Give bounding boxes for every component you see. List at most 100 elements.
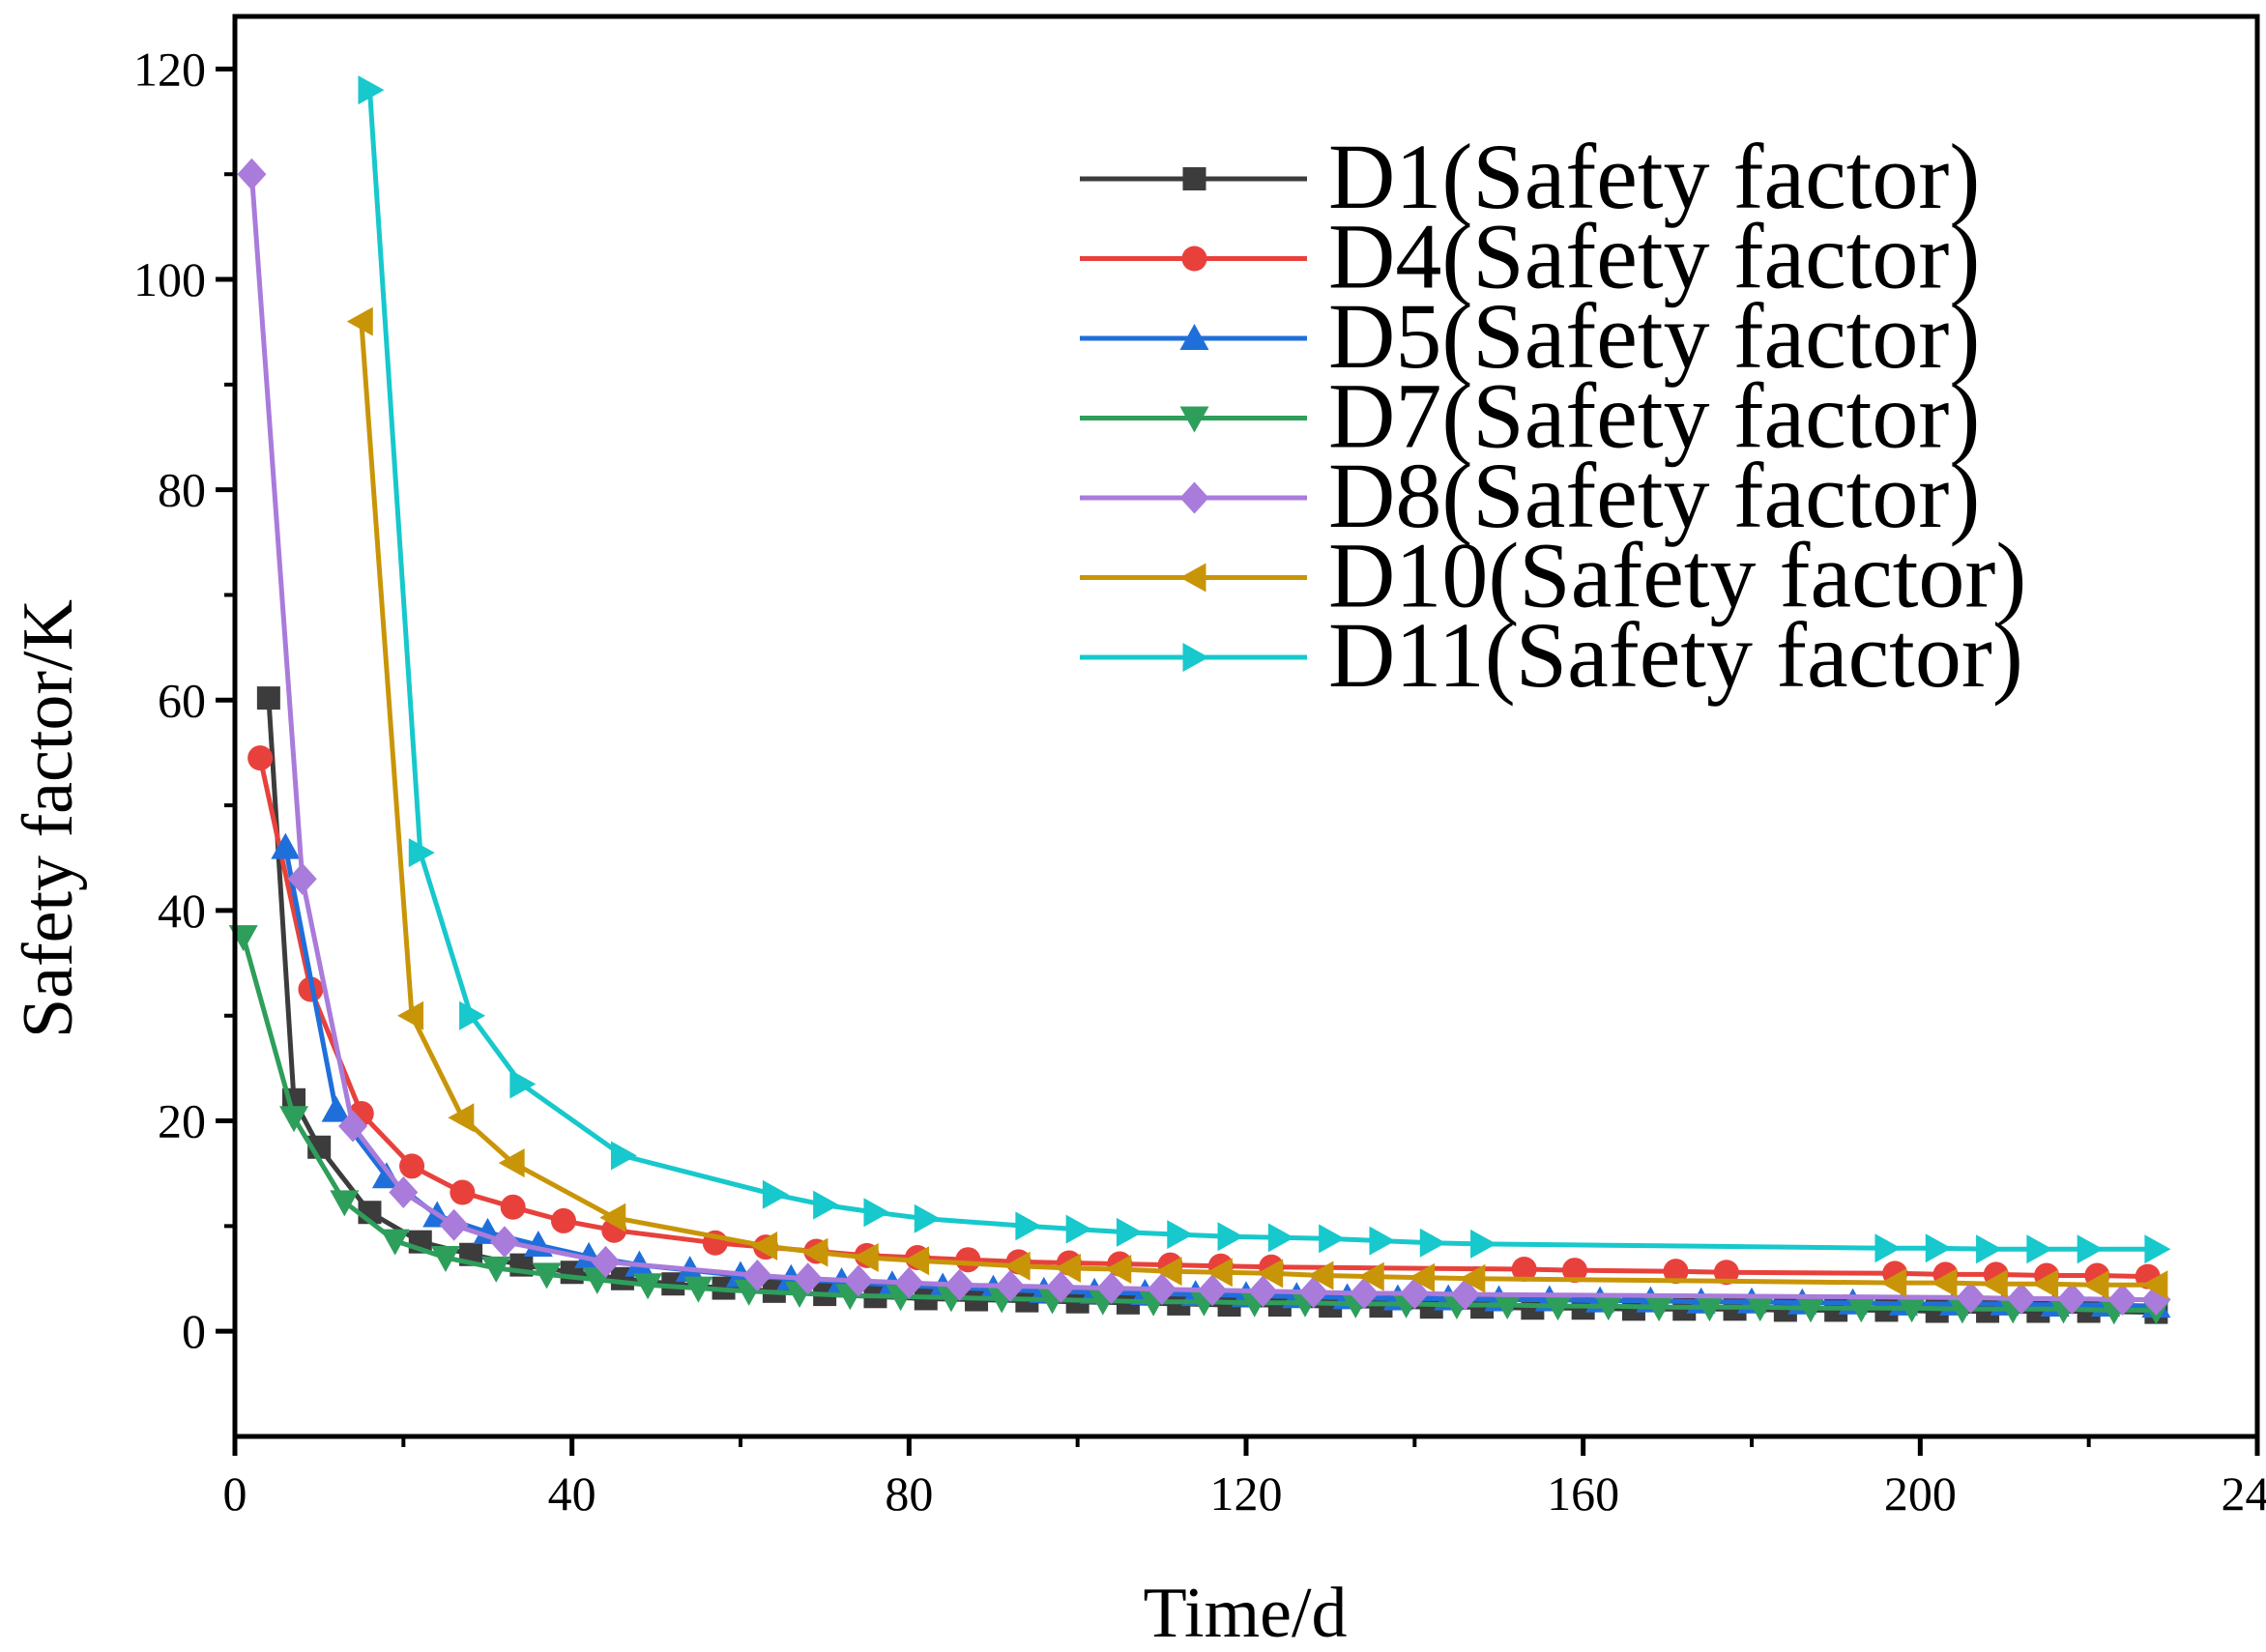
- series-6: [358, 75, 2171, 1264]
- data-point-6-3: [509, 1069, 537, 1099]
- data-point-5-1: [397, 1000, 424, 1030]
- data-point-2-0: [271, 832, 301, 859]
- data-point-6-19: [1874, 1233, 1902, 1263]
- data-point-6-2: [459, 1000, 486, 1030]
- legend-label-3: D7(Safety factor): [1328, 364, 1980, 468]
- data-point-3-32: [1846, 1296, 1876, 1323]
- data-point-6-20: [1925, 1233, 1952, 1263]
- legend-marker-4: [1179, 481, 1209, 514]
- data-point-4-17: [1248, 1275, 1278, 1308]
- legend-marker-5: [1179, 563, 1206, 593]
- y-tick-label-4: 80: [158, 463, 206, 517]
- data-point-3-25: [1493, 1292, 1523, 1319]
- data-point-4-10: [894, 1266, 924, 1299]
- y-tick-label-3: 60: [158, 673, 206, 727]
- data-point-1-22: [1663, 1259, 1689, 1285]
- data-point-3-9: [683, 1276, 713, 1303]
- data-point-4-12: [995, 1269, 1025, 1302]
- legend: D1(Safety factor)D4(Safety factor)D5(Saf…: [1080, 125, 2026, 707]
- y-tick-label-0: 0: [182, 1304, 206, 1358]
- data-point-6-22: [2026, 1234, 2053, 1264]
- data-point-5-18: [1459, 1263, 1486, 1293]
- data-point-4-8: [793, 1262, 823, 1295]
- data-point-3-6: [532, 1262, 562, 1290]
- series-0: [256, 686, 2168, 1324]
- data-point-4-16: [1198, 1274, 1228, 1307]
- y-axis: 0 20 40 60 80 100 120: [133, 42, 235, 1358]
- data-point-6-13: [1217, 1222, 1244, 1252]
- data-point-3-33: [1897, 1296, 1927, 1323]
- data-point-3-2: [330, 1190, 360, 1217]
- y-tick-label-6: 120: [133, 42, 206, 96]
- series-4: [237, 158, 2171, 1317]
- data-point-6-6: [813, 1190, 840, 1220]
- data-point-6-24: [2144, 1234, 2171, 1264]
- data-point-4-11: [944, 1268, 974, 1301]
- data-point-4-19: [1350, 1277, 1380, 1310]
- data-point-1-4: [450, 1179, 476, 1205]
- data-point-5-17: [1409, 1262, 1436, 1292]
- data-point-6-12: [1167, 1220, 1194, 1250]
- data-point-3-3: [380, 1229, 410, 1256]
- data-point-5-13: [1206, 1258, 1233, 1288]
- legend-item-3: D7(Safety factor): [1080, 364, 1980, 468]
- data-point-2-1: [321, 1095, 351, 1122]
- data-point-6-11: [1116, 1217, 1143, 1247]
- data-point-5-24: [2141, 1270, 2168, 1300]
- x-tick-label-0: 0: [223, 1466, 247, 1521]
- x-tick-label-5: 200: [1884, 1466, 1957, 1521]
- data-point-5-5: [751, 1232, 778, 1261]
- y-tick-label-2: 40: [158, 884, 206, 938]
- legend-label-0: D1(Safety factor): [1328, 125, 1980, 228]
- data-point-4-2: [338, 1110, 368, 1143]
- data-point-6-10: [1065, 1214, 1092, 1244]
- legend-item-5: D10(Safety factor): [1080, 524, 2026, 627]
- x-tick-label-6: 240: [2222, 1466, 2266, 1521]
- data-point-4-3: [389, 1176, 419, 1209]
- data-point-1-23: [1713, 1260, 1739, 1286]
- data-point-1-0: [247, 745, 274, 771]
- data-point-5-22: [2032, 1269, 2059, 1299]
- y-tick-label-5: 100: [133, 252, 206, 306]
- legend-marker-1: [1181, 246, 1207, 272]
- legend-item-2: D5(Safety factor): [1080, 284, 1980, 388]
- x-tick-label-3: 120: [1210, 1466, 1283, 1521]
- data-point-5-9: [1003, 1251, 1031, 1281]
- data-point-6-17: [1419, 1228, 1446, 1258]
- data-point-5-16: [1357, 1261, 1384, 1291]
- data-point-1-6: [550, 1207, 576, 1233]
- data-point-3-27: [1593, 1294, 1623, 1321]
- data-point-5-3: [498, 1148, 525, 1178]
- data-point-4-23: [2006, 1282, 2036, 1315]
- data-point-3-4: [430, 1246, 460, 1273]
- data-point-5-11: [1105, 1254, 1132, 1284]
- legend-label-4: D8(Safety factor): [1328, 444, 1980, 547]
- data-point-4-5: [489, 1226, 519, 1259]
- data-point-6-21: [1976, 1234, 2003, 1264]
- data-point-0-0: [256, 686, 280, 710]
- legend-item-1: D4(Safety factor): [1080, 205, 1980, 308]
- data-point-5-7: [852, 1243, 879, 1273]
- data-point-4-24: [2057, 1282, 2087, 1315]
- legend-label-5: D10(Safety factor): [1328, 524, 2026, 627]
- data-point-6-8: [914, 1203, 941, 1233]
- data-point-6-15: [1319, 1224, 1346, 1254]
- data-point-3-30: [1745, 1295, 1775, 1322]
- legend-item-4: D8(Safety factor): [1080, 444, 1980, 547]
- data-point-6-16: [1369, 1226, 1396, 1256]
- legend-marker-0: [1182, 167, 1206, 190]
- data-point-1-5: [500, 1194, 526, 1220]
- data-point-6-4: [610, 1141, 637, 1171]
- data-point-4-4: [439, 1208, 469, 1241]
- data-point-4-1: [287, 862, 317, 895]
- legend-marker-6: [1182, 643, 1209, 672]
- series-line-1: [257, 757, 2148, 1280]
- data-point-4-7: [742, 1260, 772, 1292]
- data-point-4-13: [1046, 1270, 1076, 1303]
- data-point-5-8: [903, 1246, 930, 1276]
- data-point-3-28: [1644, 1295, 1674, 1322]
- data-point-5-0: [346, 306, 373, 336]
- y-axis-title: Safety factor/K: [9, 599, 88, 1038]
- data-point-3-26: [1543, 1294, 1573, 1321]
